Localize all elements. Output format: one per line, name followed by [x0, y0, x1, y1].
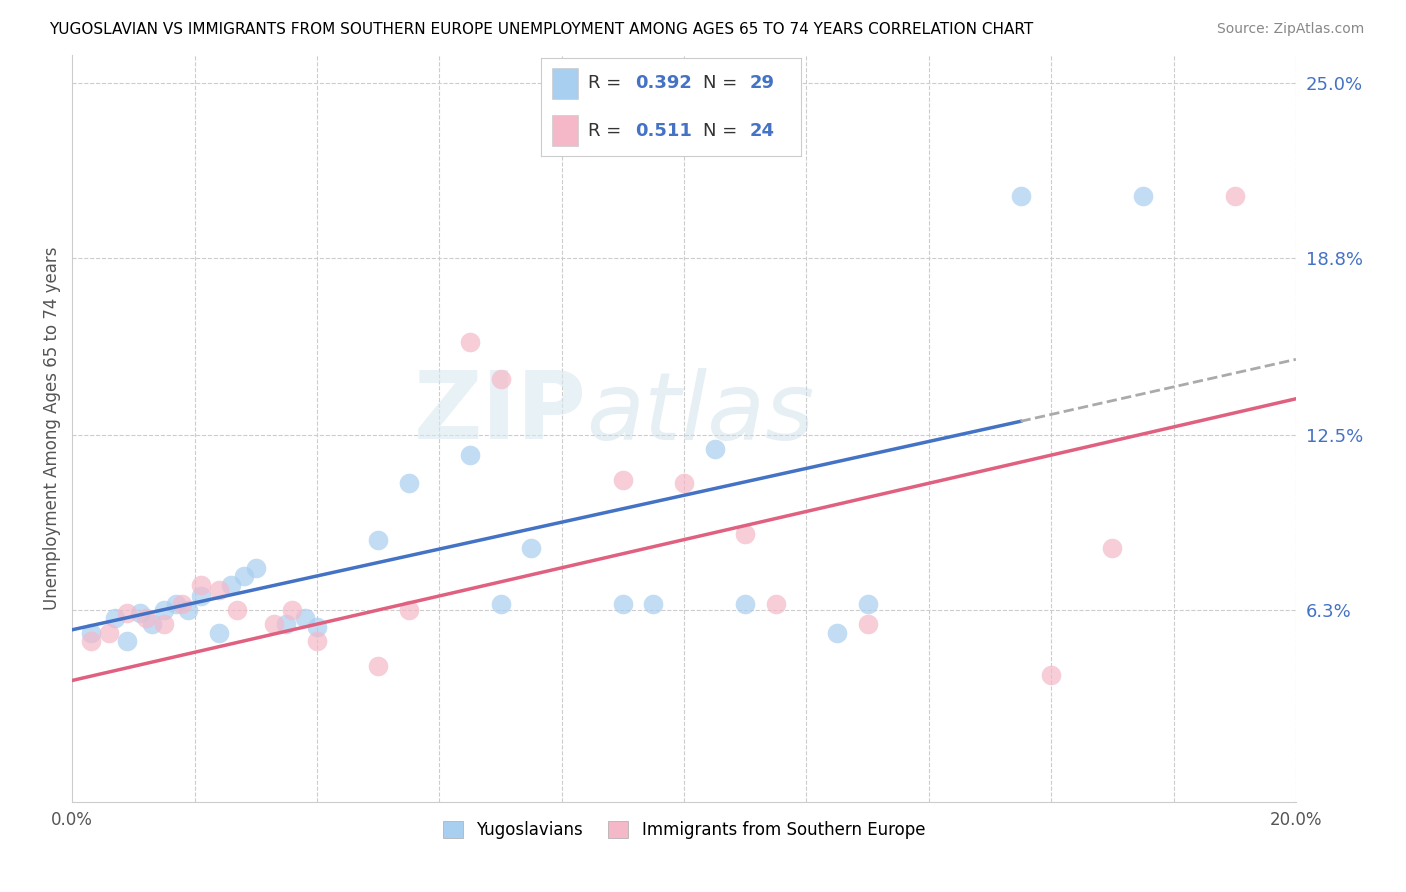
Point — [226, 603, 249, 617]
Text: N =: N = — [703, 75, 742, 93]
Point — [221, 577, 243, 591]
Legend: Yugoslavians, Immigrants from Southern Europe: Yugoslavians, Immigrants from Southern E… — [436, 814, 932, 846]
Point — [305, 620, 328, 634]
Point — [1101, 541, 1123, 555]
Point — [489, 372, 512, 386]
Point — [367, 533, 389, 547]
Point — [856, 598, 879, 612]
Point — [458, 335, 481, 350]
Point — [520, 541, 543, 555]
FancyBboxPatch shape — [551, 68, 578, 99]
Point — [367, 659, 389, 673]
Point — [208, 625, 231, 640]
Point — [398, 476, 420, 491]
Point — [104, 611, 127, 625]
Point — [79, 625, 101, 640]
Text: YUGOSLAVIAN VS IMMIGRANTS FROM SOUTHERN EUROPE UNEMPLOYMENT AMONG AGES 65 TO 74 : YUGOSLAVIAN VS IMMIGRANTS FROM SOUTHERN … — [49, 22, 1033, 37]
Point — [190, 577, 212, 591]
Point — [245, 561, 267, 575]
Point — [825, 625, 848, 640]
Point — [856, 617, 879, 632]
Point — [128, 606, 150, 620]
Point — [1040, 668, 1063, 682]
Text: 0.392: 0.392 — [636, 75, 692, 93]
Point — [398, 603, 420, 617]
Point — [703, 442, 725, 457]
Text: ZIP: ZIP — [413, 368, 586, 459]
Point — [305, 634, 328, 648]
Point — [172, 598, 194, 612]
Point — [97, 625, 120, 640]
Point — [458, 448, 481, 462]
Point — [153, 617, 176, 632]
Point — [643, 598, 665, 612]
Point — [281, 603, 304, 617]
Y-axis label: Unemployment Among Ages 65 to 74 years: Unemployment Among Ages 65 to 74 years — [44, 246, 60, 610]
Point — [765, 598, 787, 612]
Point — [1132, 189, 1154, 203]
Text: Source: ZipAtlas.com: Source: ZipAtlas.com — [1216, 22, 1364, 37]
Point — [177, 603, 200, 617]
Point — [263, 617, 285, 632]
Text: 29: 29 — [749, 75, 775, 93]
Text: 24: 24 — [749, 121, 775, 139]
Point — [734, 527, 756, 541]
Point — [1010, 189, 1032, 203]
Point — [141, 617, 163, 632]
Text: 0.511: 0.511 — [636, 121, 692, 139]
Point — [117, 606, 139, 620]
Point — [165, 598, 187, 612]
Point — [612, 598, 634, 612]
FancyBboxPatch shape — [551, 115, 578, 146]
Text: N =: N = — [703, 121, 742, 139]
Point — [276, 617, 298, 632]
Point — [489, 598, 512, 612]
Point — [190, 589, 212, 603]
Point — [612, 474, 634, 488]
Point — [79, 634, 101, 648]
Point — [208, 583, 231, 598]
Point — [734, 598, 756, 612]
Point — [117, 634, 139, 648]
Text: R =: R = — [588, 75, 627, 93]
Text: atlas: atlas — [586, 368, 814, 458]
Point — [1223, 189, 1246, 203]
Point — [153, 603, 176, 617]
Point — [232, 569, 254, 583]
Point — [135, 611, 157, 625]
Point — [673, 476, 696, 491]
Text: R =: R = — [588, 121, 633, 139]
Point — [294, 611, 316, 625]
